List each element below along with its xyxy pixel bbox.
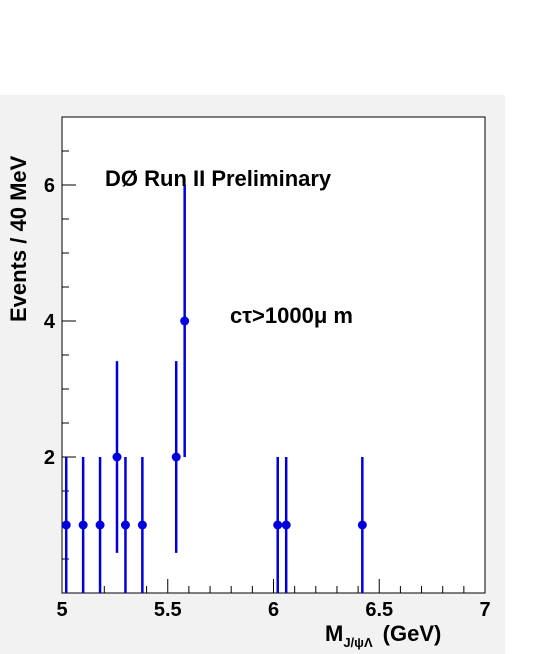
- y-axis-title: Events / 40 MeV: [6, 155, 31, 322]
- x-tick-labels: 5 5.5 6 6.5 7: [56, 599, 490, 621]
- x-axis-title-unit: (GeV): [383, 621, 442, 646]
- data-point: [273, 520, 283, 530]
- x-axis-title-main: M: [325, 621, 343, 646]
- data-point: [78, 520, 88, 530]
- data-point: [137, 520, 147, 530]
- y-tick-label: 6: [44, 175, 55, 197]
- y-tick-labels: 2 4 6: [44, 175, 56, 469]
- x-axis-title-sub: J/ψΛ: [343, 635, 373, 650]
- x-tick-label: 5: [56, 599, 67, 621]
- experiment-label: DØ Run II Preliminary: [105, 166, 332, 191]
- y-tick-label: 2: [44, 447, 55, 469]
- data-point: [120, 520, 130, 530]
- cut-label: cτ>1000μ m: [230, 303, 353, 328]
- data-point: [112, 452, 122, 462]
- x-tick-label: 7: [479, 599, 490, 621]
- data-point: [281, 520, 291, 530]
- x-axis-title: MJ/ψΛ (GeV): [325, 621, 441, 650]
- y-tick-label: 4: [44, 311, 56, 333]
- data-point: [95, 520, 105, 530]
- data-point: [61, 520, 71, 530]
- x-tick-label: 5.5: [154, 599, 182, 621]
- data-point: [180, 316, 190, 326]
- data-point: [357, 520, 367, 530]
- plot-frame: [61, 116, 486, 594]
- data-points: [61, 316, 367, 530]
- x-tick-label: 6.5: [365, 599, 393, 621]
- data-point: [171, 452, 181, 462]
- x-tick-label: 6: [268, 599, 279, 621]
